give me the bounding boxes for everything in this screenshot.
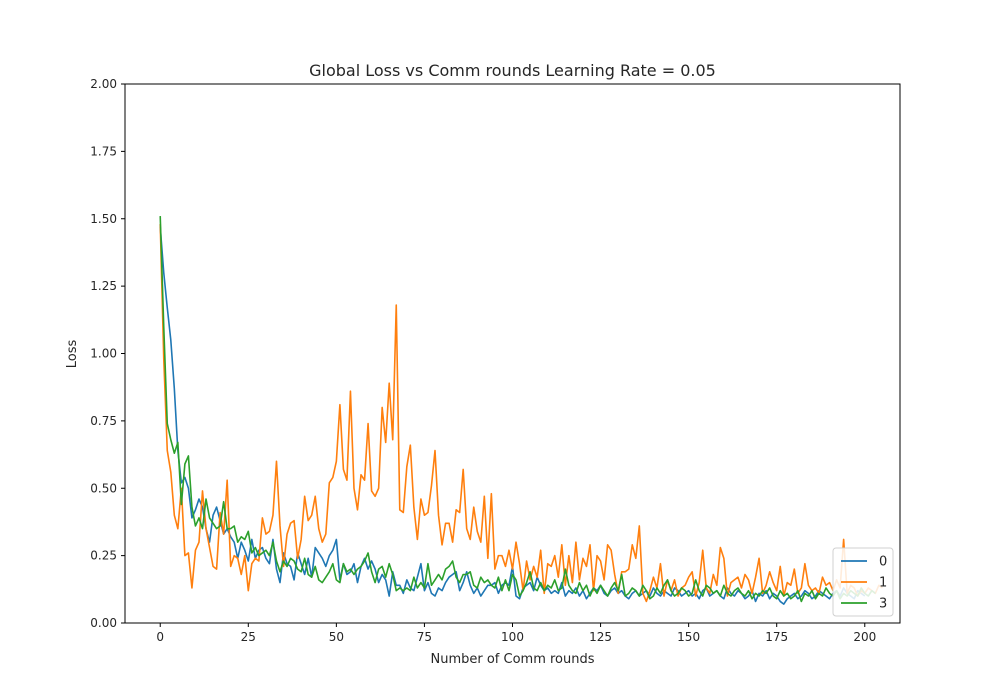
x-tick-label: 75 [417,630,432,644]
y-tick-label: 1.50 [90,212,117,226]
y-axis-label: Loss [65,340,80,369]
x-tick-label: 0 [156,630,164,644]
y-tick-label: 1.00 [90,347,117,361]
y-tick-label: 0.75 [90,414,117,428]
x-tick-label: 150 [677,630,700,644]
y-tick-label: 1.75 [90,144,117,158]
series-line-3 [159,216,876,603]
x-tick-label: 50 [329,630,344,644]
y-tick-label: 1.25 [90,279,117,293]
y-tick-label: 0.50 [90,481,117,495]
y-tick-label: 0.25 [90,549,117,563]
x-tick-label: 100 [501,630,524,644]
legend-label-3: 3 [879,597,887,612]
x-tick-label: 25 [241,630,256,644]
chart-title: Global Loss vs Comm rounds Learning Rate… [309,61,716,80]
plot-area: 0 25 50 75 100 125 150 175 200 0.00 0.25 0.50 0.75 1.… [90,77,901,644]
legend: 0 1 3 [832,547,894,617]
legend-label-0: 0 [879,555,887,570]
x-axis-label: Number of Comm rounds [430,652,594,667]
legend-label-1: 1 [879,576,887,591]
y-tick-label: 2.00 [90,77,117,91]
x-tick-label: 125 [589,630,612,644]
y-tick-label: 0.00 [90,616,117,630]
x-tick-label: 175 [765,630,788,644]
series-line-1 [159,224,883,603]
x-tick-label: 200 [853,630,876,644]
